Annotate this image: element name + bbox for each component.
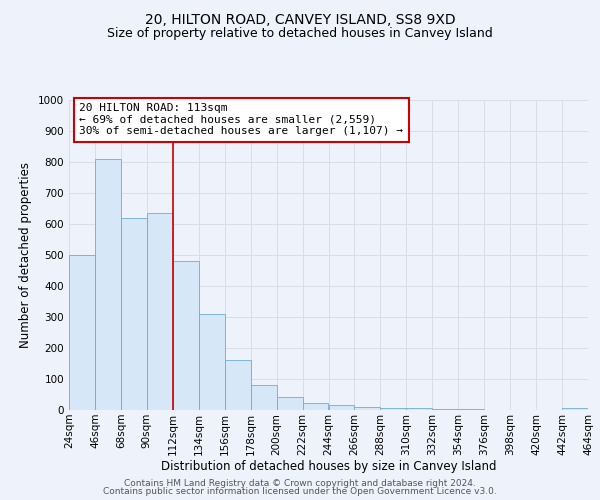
Text: Contains public sector information licensed under the Open Government Licence v3: Contains public sector information licen… — [103, 487, 497, 496]
Bar — [329, 406, 355, 410]
Bar — [121, 218, 147, 410]
Text: Contains HM Land Registry data © Crown copyright and database right 2024.: Contains HM Land Registry data © Crown c… — [124, 478, 476, 488]
Bar — [69, 255, 95, 410]
Bar — [302, 403, 329, 410]
Bar — [251, 385, 277, 410]
Bar — [380, 408, 406, 410]
Bar — [562, 408, 588, 410]
Bar — [95, 159, 121, 410]
X-axis label: Distribution of detached houses by size in Canvey Island: Distribution of detached houses by size … — [161, 460, 496, 473]
Bar — [224, 360, 251, 410]
Bar — [355, 407, 380, 410]
Bar — [199, 314, 224, 410]
Text: Size of property relative to detached houses in Canvey Island: Size of property relative to detached ho… — [107, 28, 493, 40]
Bar — [406, 408, 432, 410]
Text: 20, HILTON ROAD, CANVEY ISLAND, SS8 9XD: 20, HILTON ROAD, CANVEY ISLAND, SS8 9XD — [145, 12, 455, 26]
Y-axis label: Number of detached properties: Number of detached properties — [19, 162, 32, 348]
Bar — [432, 409, 458, 410]
Bar — [147, 213, 173, 410]
Bar — [277, 396, 302, 410]
Bar — [173, 261, 199, 410]
Text: 20 HILTON ROAD: 113sqm
← 69% of detached houses are smaller (2,559)
30% of semi-: 20 HILTON ROAD: 113sqm ← 69% of detached… — [79, 103, 403, 136]
